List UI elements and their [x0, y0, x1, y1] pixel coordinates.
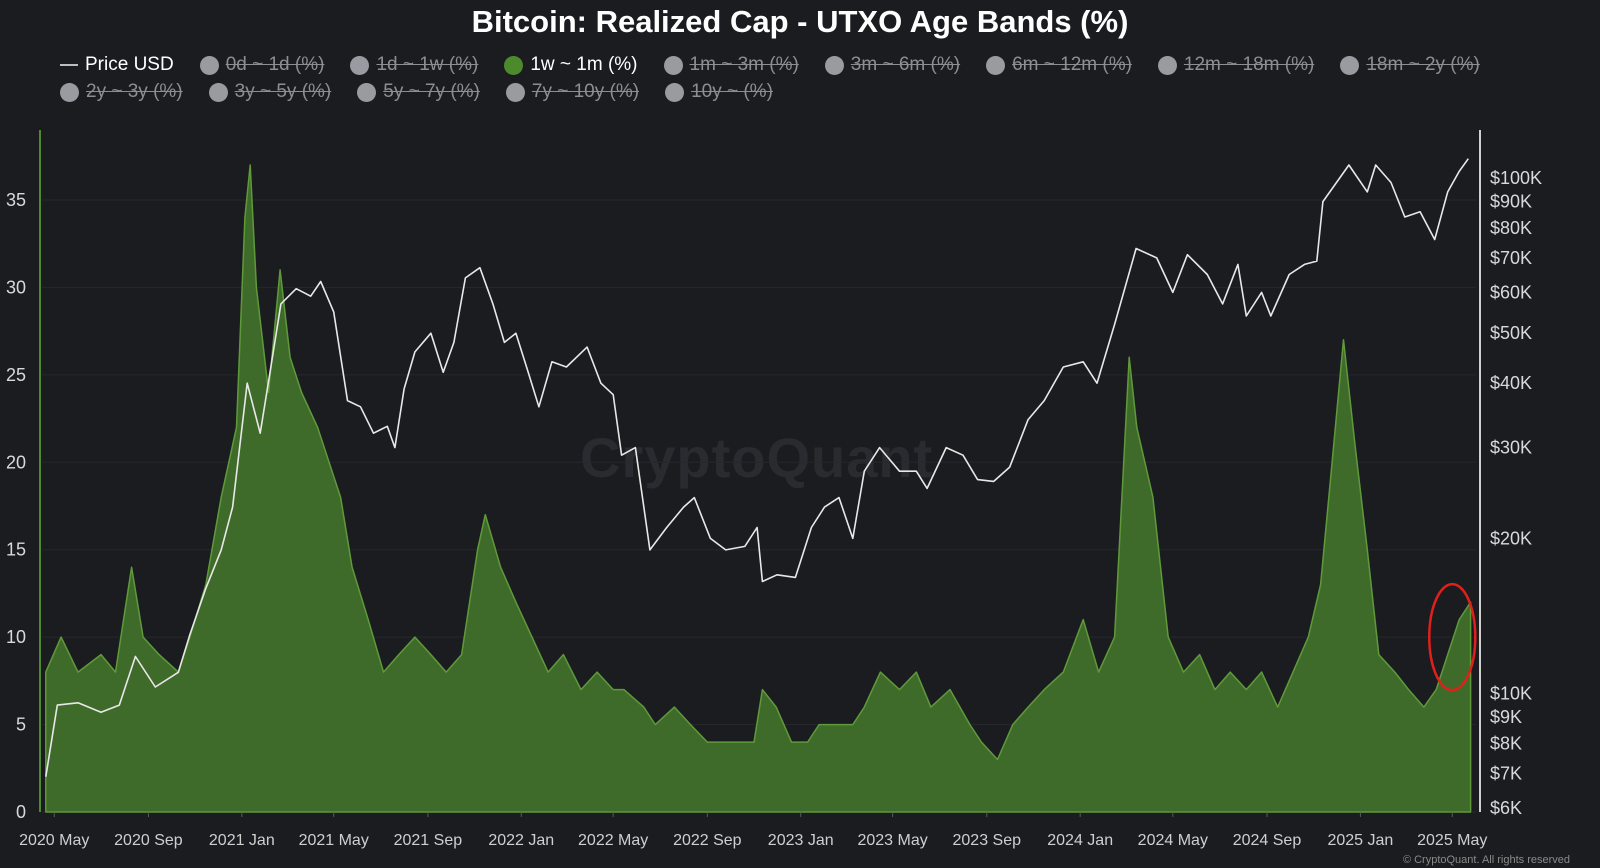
left-axis-tick: 25 — [6, 365, 26, 385]
circle-icon — [1340, 55, 1360, 75]
right-axis-tick: $80K — [1490, 218, 1532, 238]
circle-icon — [350, 55, 370, 75]
legend-label: 1m ~ 3m (%) — [689, 54, 799, 75]
legend-item-band[interactable]: 1w ~ 1m (%) — [504, 54, 638, 76]
legend-item-band[interactable]: 12m ~ 18m (%) — [1157, 54, 1315, 76]
circle-icon — [665, 82, 685, 102]
right-axis-tick: $7K — [1490, 763, 1522, 783]
x-axis-tick: 2020 Sep — [114, 832, 183, 849]
legend-label: 3y ~ 5y (%) — [234, 81, 332, 102]
legend-item-band[interactable]: 1d ~ 1w (%) — [350, 54, 478, 76]
left-axis-tick: 15 — [6, 540, 26, 560]
legend-label-price: Price USD — [85, 54, 174, 75]
left-axis-tick: 20 — [6, 452, 26, 472]
legend-label: 1d ~ 1w (%) — [376, 54, 479, 75]
x-axis-tick: 2024 Sep — [1233, 832, 1302, 849]
x-axis-tick: 2025 Jan — [1327, 832, 1393, 849]
right-axis-tick: $20K — [1490, 528, 1532, 548]
x-axis-tick: 2023 Sep — [953, 832, 1022, 849]
circle-icon — [208, 82, 228, 102]
legend-row: 2y ~ 3y (%) 3y ~ 5y (%) 5y ~ 7y (%) 7y ~ 10… — [60, 79, 799, 105]
right-axis-tick: $90K — [1490, 192, 1532, 212]
legend-label: 0d ~ 1d (%) — [225, 54, 325, 75]
series-area-1w-1m — [45, 164, 1472, 813]
x-axis-tick: 2024 May — [1138, 832, 1208, 849]
legend-item-price[interactable]: Price USD — [60, 54, 174, 76]
x-axis-tick: 2020 May — [19, 832, 89, 849]
circle-icon — [1157, 55, 1177, 75]
x-axis-tick: 2023 Jan — [768, 832, 834, 849]
legend-label: 1w ~ 1m (%) — [530, 54, 638, 75]
legend-label: 5y ~ 7y (%) — [383, 81, 480, 102]
x-axis-tick: 2021 Jan — [209, 832, 275, 849]
chart-title: Bitcoin: Realized Cap - UTXO Age Bands (… — [471, 4, 1129, 39]
left-axis-tick: 0 — [16, 802, 26, 822]
circle-icon — [986, 55, 1006, 75]
right-axis-tick: $10K — [1490, 684, 1532, 704]
x-axis-tick: 2024 Jan — [1047, 832, 1113, 849]
x-axis-tick: 2021 May — [299, 832, 369, 849]
legend-label: 2y ~ 3y (%) — [86, 81, 183, 102]
legend-label: 6m ~ 12m (%) — [1012, 54, 1132, 75]
legend-item-band[interactable]: 5y ~ 7y (%) — [357, 81, 480, 103]
x-axis-tick: 2022 Jan — [488, 832, 554, 849]
x-axis-tick: 2022 May — [578, 832, 648, 849]
legend-label: 18m ~ 2y (%) — [1366, 54, 1480, 75]
right-axis-tick: $30K — [1490, 438, 1532, 458]
line-icon — [60, 64, 78, 66]
circle-icon — [60, 82, 79, 102]
legend-label: 10y ~ (%) — [691, 81, 773, 102]
highlight-circle — [1428, 582, 1477, 692]
right-axis-tick: $40K — [1490, 373, 1532, 393]
legend-item-band[interactable]: 3y ~ 5y (%) — [208, 81, 332, 103]
legend-item-band[interactable]: 10y ~ (%) — [665, 81, 773, 103]
legend-item-band[interactable]: 18m ~ 2y (%) — [1340, 54, 1480, 76]
x-axis-tick: 2022 Sep — [673, 832, 742, 849]
legend-item-band[interactable]: 3m ~ 6m (%) — [824, 54, 961, 76]
legend-item-band[interactable]: 0d ~ 1d (%) — [199, 54, 325, 76]
circle-icon — [505, 82, 525, 102]
circle-icon — [824, 55, 844, 75]
legend-label: 7y ~ 10y (%) — [531, 81, 640, 102]
right-axis-tick: $60K — [1490, 282, 1532, 302]
right-axis-tick: $50K — [1490, 323, 1532, 343]
circle-icon — [504, 55, 524, 75]
circle-icon — [199, 55, 219, 75]
circle-icon — [357, 82, 377, 102]
circle-icon — [663, 55, 683, 75]
left-axis-tick: 10 — [6, 627, 26, 647]
legend-row: Price USD 0d ~ 1d (%) 1d ~ 1w (%) 1w ~ 1m … — [60, 52, 1506, 78]
legend-item-band[interactable]: 6m ~ 12m (%) — [986, 54, 1132, 76]
legend-label: 12m ~ 18m (%) — [1183, 54, 1315, 75]
legend-label: 3m ~ 6m (%) — [850, 54, 961, 75]
right-axis-tick: $100K — [1490, 168, 1542, 188]
legend-item-band[interactable]: 2y ~ 3y (%) — [60, 81, 183, 103]
x-axis-tick: 2025 May — [1417, 832, 1487, 849]
right-axis-tick: $70K — [1490, 248, 1532, 268]
left-axis-tick: 30 — [6, 277, 26, 297]
x-axis-tick: 2021 Sep — [394, 832, 463, 849]
legend-item-band[interactable]: 7y ~ 10y (%) — [505, 81, 640, 103]
right-axis-tick: $9K — [1490, 707, 1522, 727]
copyright-text: © CryptoQuant. All rights reserved — [1402, 854, 1570, 866]
left-axis-tick: 35 — [6, 190, 26, 210]
x-axis-tick: 2023 May — [857, 832, 927, 849]
legend-item-band[interactable]: 1m ~ 3m (%) — [663, 54, 799, 76]
left-axis-tick: 5 — [16, 715, 26, 735]
series-line-price — [45, 158, 1469, 777]
right-axis-tick: $8K — [1490, 734, 1522, 754]
right-axis-tick: $6K — [1490, 798, 1522, 818]
